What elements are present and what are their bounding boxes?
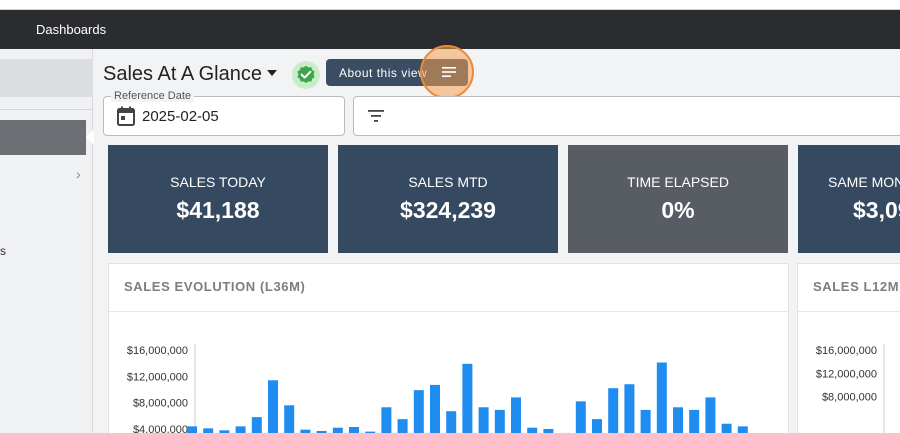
chart-bar <box>575 401 586 433</box>
chart-bar <box>624 384 635 433</box>
chart-bar <box>592 419 602 433</box>
y-tick-label: $16,000,000 <box>816 345 877 357</box>
card-divider <box>109 311 788 312</box>
chart-bar <box>543 429 554 433</box>
chart-bar <box>430 384 440 433</box>
card-title: SALES EVOLUTION (L36M) <box>124 279 306 294</box>
caret-down-icon[interactable] <box>267 70 277 76</box>
kpi-card-sales-today[interactable]: SALES TODAY $41,188 <box>108 145 328 253</box>
chart-bar <box>187 426 197 433</box>
kpi-label: SALES TODAY <box>170 174 266 190</box>
about-button-label: About this view <box>339 66 428 80</box>
nav-dashboards[interactable]: Dashboards <box>36 22 107 37</box>
chart-bar <box>656 362 667 433</box>
kpi-label: SALES MTD <box>408 174 488 190</box>
sales-l12m-chart: $16,000,000 $12,000,000 $8,000,000 <box>816 344 885 433</box>
kpi-value: $324,239 <box>400 197 496 223</box>
kpi-card-sales-mtd[interactable]: SALES MTD $324,239 <box>338 145 558 253</box>
main-content: Sales At A Glance About this view 2025-0… <box>93 45 900 433</box>
sales-evolution-card: SALES EVOLUTION (L36M) $16,000,000 $12,00… <box>108 263 789 433</box>
reference-date-label: Reference Date <box>111 90 195 102</box>
sidebar-item-active[interactable] <box>0 120 86 155</box>
check-circle-icon <box>292 61 320 89</box>
chart-bar <box>511 397 521 433</box>
chart-bar <box>413 390 424 433</box>
y-tick-label: $8,000,000 <box>133 398 188 410</box>
filter-icon[interactable] <box>367 109 385 123</box>
page-title[interactable]: Sales At A Glance <box>103 63 262 85</box>
kpi-card-same-month[interactable]: SAME MONT $3,09 <box>798 145 900 253</box>
chart-bar <box>268 380 278 433</box>
kpi-label: SAME MONT <box>828 174 900 190</box>
reference-date-field[interactable]: 2025-02-05 <box>103 96 345 136</box>
y-tick-label: $8,000,000 <box>822 392 877 404</box>
y-tick-label: $4,000,000 <box>133 424 188 433</box>
chart-bar <box>381 407 392 433</box>
card-divider <box>798 311 900 312</box>
calendar-icon[interactable] <box>117 106 135 126</box>
filter-field[interactable] <box>353 96 900 136</box>
menu-lines-icon[interactable] <box>441 66 457 78</box>
kpi-value: 0% <box>661 197 695 223</box>
card-title: SALES L12M <box>813 279 900 294</box>
chart-bar <box>349 427 359 433</box>
chart-bar <box>721 423 732 433</box>
sales-evolution-chart: $16,000,000 $12,000,000 $8,000,000 $4,000,0… <box>127 344 748 433</box>
sidebar-header-block[interactable] <box>0 59 93 97</box>
sales-l12m-card: SALES L12M $16,000,000 $12,000,000 $8,000,… <box>797 263 900 433</box>
chart-bar <box>640 409 651 433</box>
chart-bar <box>673 407 683 433</box>
sidebar: › s <box>0 49 94 433</box>
reference-date-value[interactable]: 2025-02-05 <box>142 108 219 125</box>
chart-bar <box>235 426 246 433</box>
top-navbar: Dashboards <box>0 10 900 49</box>
kpi-value: $41,188 <box>176 197 260 223</box>
sidebar-active-pointer <box>86 129 94 145</box>
chart-bar <box>446 411 457 433</box>
chart-bar <box>527 427 538 433</box>
chart-bar <box>478 407 489 433</box>
chart-bar <box>397 419 408 433</box>
chart-bar <box>737 426 748 433</box>
chart-bar <box>203 428 214 433</box>
y-tick-label: $16,000,000 <box>127 345 188 357</box>
kpi-label: TIME ELAPSED <box>627 174 729 190</box>
chart-bar <box>316 430 327 433</box>
chart-bar <box>332 427 343 433</box>
sidebar-divider <box>0 109 93 110</box>
chart-bar <box>251 417 262 433</box>
browser-top-strip <box>0 0 900 10</box>
kpi-card-time-elapsed[interactable]: TIME ELAPSED 0% <box>568 145 788 253</box>
y-tick-label: $12,000,000 <box>127 371 188 383</box>
chart-bar <box>300 429 311 433</box>
kpi-value: $3,09 <box>853 197 900 223</box>
chart-bar <box>365 431 376 433</box>
chart-bar <box>705 397 716 433</box>
sidebar-item-label[interactable]: s <box>0 244 6 258</box>
chevron-right-icon[interactable]: › <box>76 166 81 182</box>
chart-bar <box>219 430 230 433</box>
chart-bar <box>689 409 700 433</box>
chart-bar <box>494 409 505 433</box>
chart-bar <box>462 363 473 433</box>
y-tick-label: $12,000,000 <box>816 368 877 380</box>
chart-bar <box>608 388 619 433</box>
chart-bar <box>284 405 295 433</box>
